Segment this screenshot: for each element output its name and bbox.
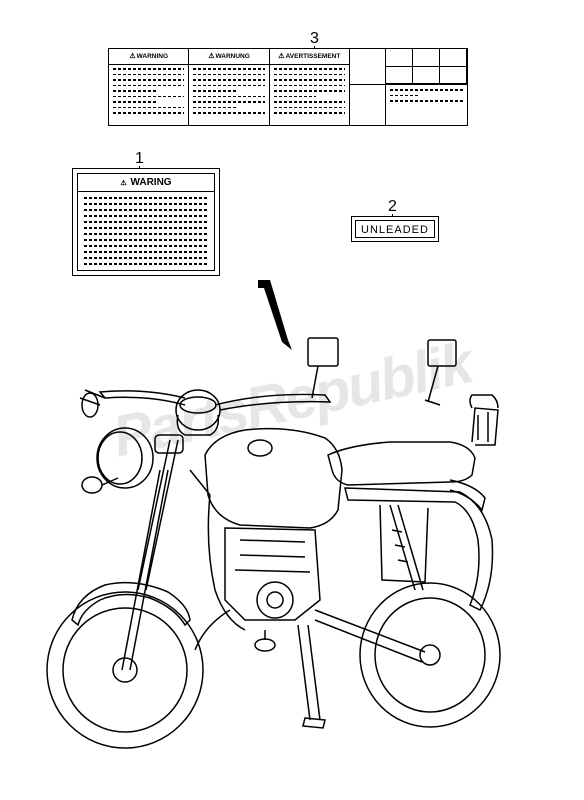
motorcycle-diagram xyxy=(30,310,540,760)
text-line xyxy=(193,101,264,103)
label3-header-warnung-text: WARNUNG xyxy=(215,53,249,60)
unleaded-label-2: UNLEADED xyxy=(351,216,439,242)
label3-right-top xyxy=(350,49,467,85)
text-line xyxy=(274,68,345,70)
text-line xyxy=(84,263,208,265)
text-line xyxy=(84,251,208,253)
text-line xyxy=(113,68,184,70)
label3-right-bottom-right xyxy=(386,85,467,125)
label3-right-bottom-left xyxy=(350,85,386,125)
label3-body-cell xyxy=(270,65,349,125)
label1-header: ⚠ WARING xyxy=(78,174,214,192)
text-line xyxy=(274,112,345,114)
text-line xyxy=(274,101,345,103)
warning-triangle-icon: ⚠ xyxy=(278,49,284,65)
text-line xyxy=(84,203,208,205)
text-line xyxy=(113,79,184,81)
text-line xyxy=(113,112,184,114)
grid-cell xyxy=(413,67,440,85)
label3-headers: ⚠WARNING ⚠WARNUNG ⚠AVERTISSEMENT xyxy=(109,49,349,65)
label3-right-bottom xyxy=(350,85,467,125)
text-line xyxy=(84,245,208,247)
text-line xyxy=(84,221,208,223)
grid-cell xyxy=(413,49,440,67)
text-line xyxy=(274,74,345,76)
warning-triangle-icon: ⚠ xyxy=(208,49,214,65)
text-line xyxy=(113,101,156,103)
text-line xyxy=(390,89,463,91)
text-line xyxy=(113,85,184,87)
warning-triangle-icon: ⚠ xyxy=(129,49,135,65)
label1-inner: ⚠ WARING xyxy=(77,173,215,271)
text-line xyxy=(84,233,208,235)
text-line xyxy=(193,112,264,114)
text-line xyxy=(193,74,264,76)
label3-right-panel xyxy=(349,49,467,125)
grid-cell xyxy=(386,49,413,67)
text-line xyxy=(193,85,264,87)
label3-body xyxy=(109,65,349,125)
label3-right-top-left xyxy=(350,49,386,84)
label3-header-warnung: ⚠WARNUNG xyxy=(189,49,269,64)
grid-cell xyxy=(440,49,467,67)
text-line xyxy=(274,90,345,92)
text-line xyxy=(113,74,184,76)
text-line xyxy=(274,96,317,98)
label3-header-avertissement: ⚠AVERTISSEMENT xyxy=(270,49,349,64)
text-line xyxy=(193,79,264,81)
warning-triangle-icon: ⚠ xyxy=(120,175,126,193)
text-line xyxy=(113,96,184,98)
text-line xyxy=(274,79,345,81)
grid-cell xyxy=(440,67,467,85)
text-line xyxy=(84,209,208,211)
label2-text: UNLEADED xyxy=(355,220,435,238)
text-line xyxy=(84,239,208,241)
text-line xyxy=(193,107,236,109)
text-line xyxy=(113,90,156,92)
warning-label-1: ⚠ WARING xyxy=(72,168,220,276)
text-line xyxy=(193,96,264,98)
label1-body xyxy=(78,192,214,270)
label3-header-avert-text: AVERTISSEMENT xyxy=(286,53,341,60)
label3-body-cell xyxy=(109,65,189,125)
text-line xyxy=(84,197,208,199)
text-line xyxy=(390,100,463,102)
text-line xyxy=(84,215,208,217)
text-line xyxy=(193,90,236,92)
label3-header-warning-text: WARNING xyxy=(137,53,168,60)
text-line xyxy=(193,68,264,70)
text-line xyxy=(274,107,345,109)
label1-header-text: WARING xyxy=(130,177,171,188)
text-line xyxy=(84,257,208,259)
text-line xyxy=(113,107,184,109)
text-line xyxy=(390,95,419,97)
label3-left-panel: ⚠WARNING ⚠WARNUNG ⚠AVERTISSEMENT xyxy=(109,49,349,125)
warning-label-3: ⚠WARNING ⚠WARNUNG ⚠AVERTISSEMENT xyxy=(108,48,468,126)
label3-body-cell xyxy=(189,65,269,125)
text-line xyxy=(274,85,345,87)
label3-right-top-grid xyxy=(386,49,467,84)
text-line xyxy=(84,227,208,229)
label3-header-warning: ⚠WARNING xyxy=(109,49,189,64)
grid-cell xyxy=(386,67,413,85)
